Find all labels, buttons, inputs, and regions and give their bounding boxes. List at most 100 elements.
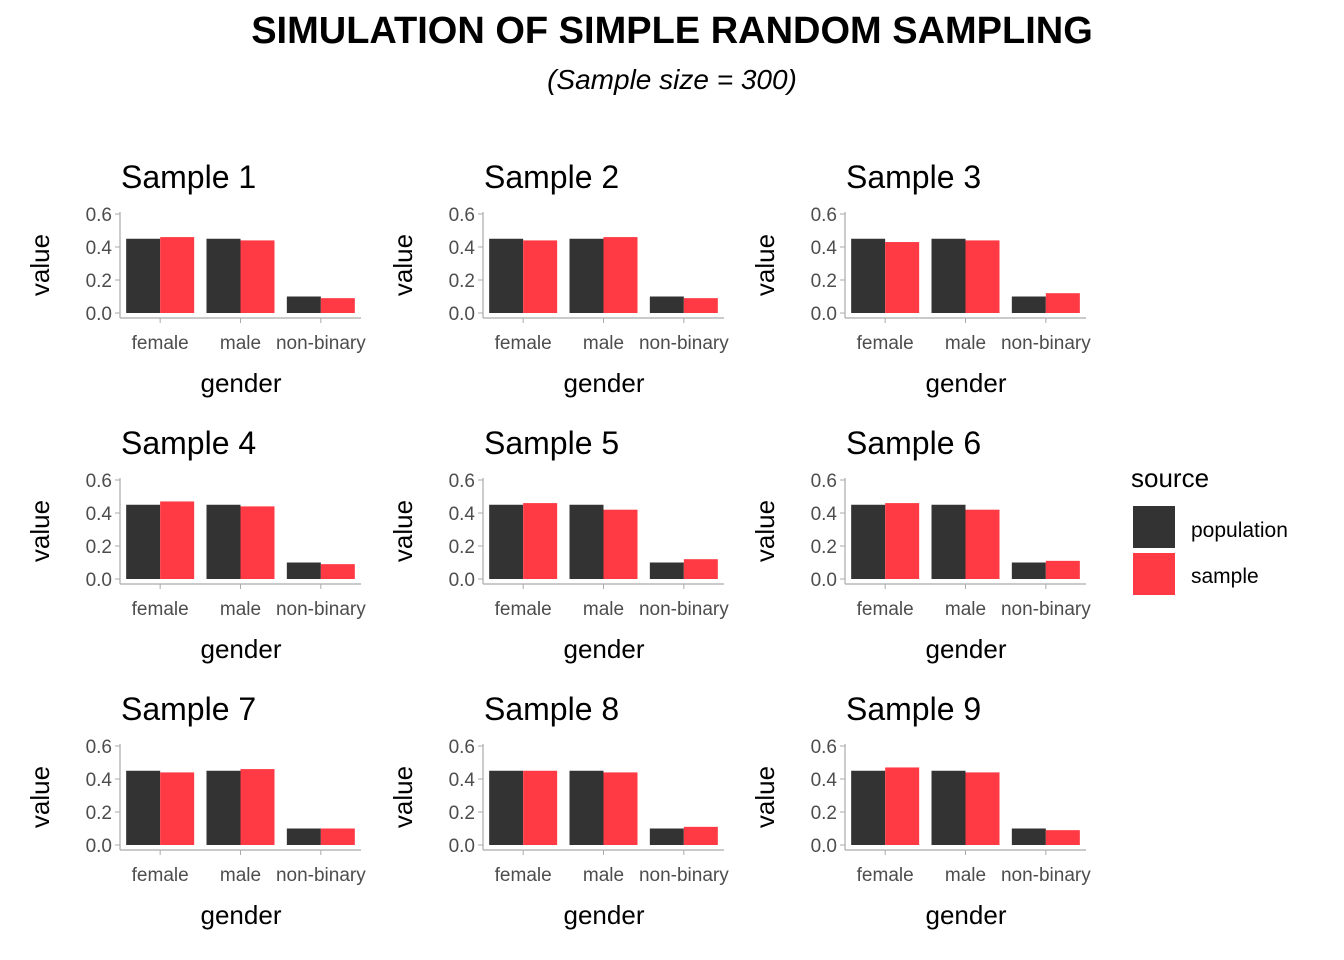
bar-population-male bbox=[931, 238, 966, 313]
bar-population-non-binary bbox=[286, 296, 321, 313]
y-tick-label: 0.4 bbox=[811, 770, 838, 791]
x-tick-label: female bbox=[132, 599, 189, 620]
y-tick-label: 0.0 bbox=[86, 304, 112, 325]
bar-population-male bbox=[569, 770, 604, 845]
x-tick-label: female bbox=[132, 865, 189, 886]
y-axis-title: value bbox=[750, 500, 780, 562]
bar-sample-female bbox=[523, 503, 558, 579]
panel-sample-5: Sample 5 female male non-binary 0.0 0.2 0.4 0.6… bbox=[388, 425, 729, 664]
panel-title: Sample 6 bbox=[846, 425, 981, 461]
x-axis-title: gender bbox=[926, 634, 1007, 664]
panel-sample-4: Sample 4 female male non-binary 0.0 0.2 0.4 0.6… bbox=[25, 425, 366, 664]
panel-title: Sample 7 bbox=[121, 691, 256, 727]
bar-population-non-binary bbox=[286, 562, 321, 579]
x-tick-label: male bbox=[945, 333, 986, 354]
bar-population-female bbox=[851, 504, 886, 579]
panel-title: Sample 8 bbox=[484, 691, 619, 727]
bar-sample-non-binary bbox=[320, 828, 355, 845]
x-tick-label: female bbox=[857, 599, 914, 620]
bar-sample-female bbox=[523, 770, 558, 845]
bar-sample-female bbox=[160, 501, 195, 579]
panel-title: Sample 4 bbox=[121, 425, 256, 461]
y-tick-label: 0.4 bbox=[449, 238, 476, 259]
bar-sample-male bbox=[965, 240, 1000, 313]
y-axis-title: value bbox=[25, 500, 55, 562]
bar-sample-male bbox=[240, 769, 275, 845]
chart-subtitle: (Sample size = 300) bbox=[547, 64, 797, 95]
bar-sample-non-binary bbox=[1045, 560, 1080, 579]
y-tick-label: 0.4 bbox=[449, 770, 476, 791]
y-tick-label: 0.0 bbox=[449, 836, 475, 857]
x-axis-title: gender bbox=[926, 900, 1007, 930]
y-tick-label: 0.6 bbox=[811, 471, 837, 492]
y-tick-label: 0.2 bbox=[811, 271, 837, 292]
x-tick-label: male bbox=[583, 333, 624, 354]
y-axis-title: value bbox=[388, 766, 418, 828]
bar-population-female bbox=[489, 238, 524, 313]
x-tick-label: non-binary bbox=[276, 865, 366, 886]
bar-sample-female bbox=[160, 772, 195, 845]
y-tick-label: 0.2 bbox=[449, 803, 475, 824]
y-tick-label: 0.0 bbox=[449, 304, 475, 325]
bar-population-male bbox=[569, 504, 604, 579]
bar-population-female bbox=[489, 504, 524, 579]
bar-population-non-binary bbox=[1011, 562, 1046, 579]
x-tick-label: male bbox=[583, 599, 624, 620]
bar-population-female bbox=[126, 770, 161, 845]
bar-population-non-binary bbox=[286, 828, 321, 845]
y-tick-label: 0.4 bbox=[86, 504, 113, 525]
x-tick-label: female bbox=[857, 333, 914, 354]
bar-population-male bbox=[931, 770, 966, 845]
bar-population-male bbox=[569, 238, 604, 313]
bar-population-non-binary bbox=[1011, 296, 1046, 313]
y-tick-label: 0.2 bbox=[449, 271, 475, 292]
y-tick-label: 0.2 bbox=[86, 537, 112, 558]
y-tick-label: 0.4 bbox=[811, 238, 838, 259]
x-axis-title: gender bbox=[564, 634, 645, 664]
bar-sample-male bbox=[603, 237, 638, 313]
y-tick-label: 0.0 bbox=[811, 304, 837, 325]
y-tick-label: 0.2 bbox=[449, 537, 475, 558]
y-axis-title: value bbox=[750, 766, 780, 828]
bar-sample-female bbox=[523, 240, 558, 313]
legend-label-population: population bbox=[1191, 519, 1288, 542]
bar-sample-non-binary bbox=[683, 559, 718, 579]
bar-sample-non-binary bbox=[1045, 830, 1080, 845]
bar-population-male bbox=[206, 238, 241, 313]
y-tick-label: 0.2 bbox=[811, 537, 837, 558]
y-tick-label: 0.0 bbox=[449, 570, 475, 591]
x-axis-title: gender bbox=[926, 368, 1007, 398]
bar-population-non-binary bbox=[649, 828, 684, 845]
bar-sample-non-binary bbox=[683, 826, 718, 845]
y-tick-label: 0.0 bbox=[811, 836, 837, 857]
bar-sample-male bbox=[603, 509, 638, 579]
legend-key-sample bbox=[1133, 553, 1175, 595]
x-tick-label: non-binary bbox=[276, 599, 366, 620]
x-tick-label: female bbox=[495, 865, 552, 886]
y-tick-label: 0.6 bbox=[449, 205, 475, 226]
panel-title: Sample 1 bbox=[121, 159, 256, 195]
bar-population-male bbox=[206, 770, 241, 845]
x-tick-label: male bbox=[220, 599, 261, 620]
bar-sample-female bbox=[885, 242, 920, 313]
bar-population-male bbox=[206, 504, 241, 579]
panel-title: Sample 3 bbox=[846, 159, 981, 195]
y-tick-label: 0.2 bbox=[811, 803, 837, 824]
bar-population-female bbox=[126, 238, 161, 313]
x-axis-title: gender bbox=[201, 900, 282, 930]
y-axis-title: value bbox=[388, 234, 418, 296]
x-axis-title: gender bbox=[201, 368, 282, 398]
panel-sample-6: Sample 6 female male non-binary 0.0 0.2 0.4 0.6… bbox=[750, 425, 1091, 664]
chart-title: SIMULATION OF SIMPLE RANDOM SAMPLING bbox=[251, 10, 1093, 52]
y-tick-label: 0.4 bbox=[86, 238, 113, 259]
legend-title: source bbox=[1131, 463, 1209, 493]
bar-sample-female bbox=[885, 767, 920, 845]
panel-title: Sample 2 bbox=[484, 159, 619, 195]
bar-sample-male bbox=[965, 772, 1000, 845]
y-axis-title: value bbox=[25, 766, 55, 828]
bar-sample-male bbox=[965, 509, 1000, 579]
x-tick-label: non-binary bbox=[639, 599, 729, 620]
panel-sample-9: Sample 9 female male non-binary 0.0 0.2 0.4 0.6… bbox=[750, 691, 1091, 930]
x-tick-label: non-binary bbox=[639, 333, 729, 354]
bar-population-female bbox=[489, 770, 524, 845]
